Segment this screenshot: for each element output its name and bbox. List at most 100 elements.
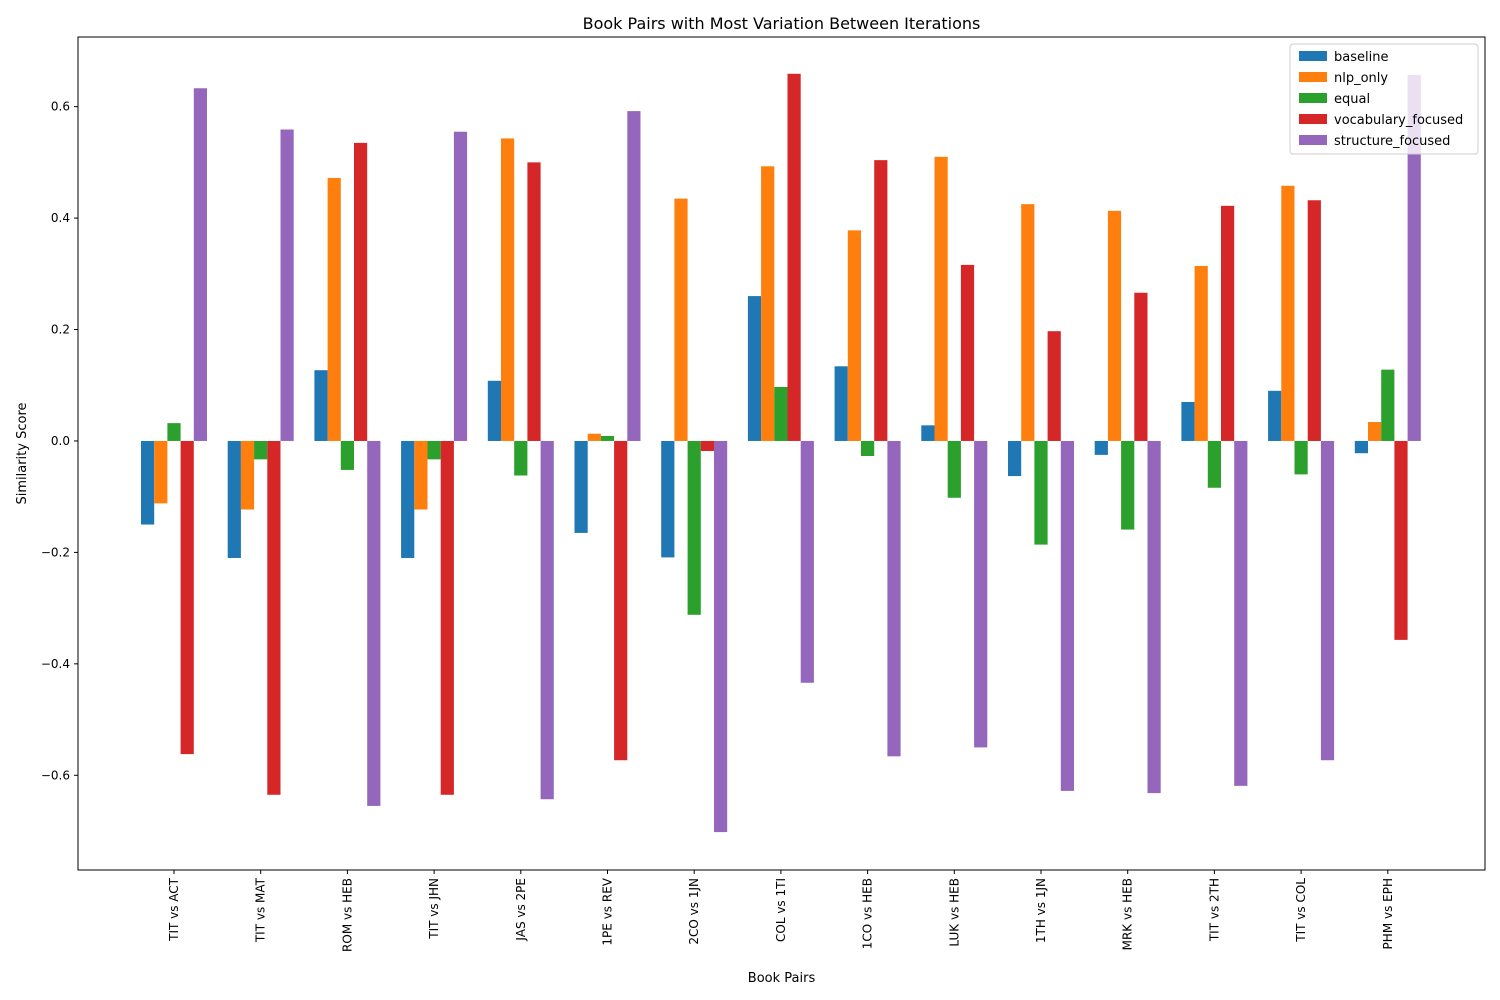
bar-nlp_only-13 (1281, 185, 1295, 441)
y-tick-label: 0.4 (51, 211, 70, 225)
bar-structure_focused-5 (627, 111, 641, 441)
bar-baseline-6 (661, 440, 675, 558)
bar-baseline-2 (314, 370, 328, 441)
x-tick-label: TIT vs ACT (167, 877, 181, 942)
bar-vocabulary_focused-12 (1221, 205, 1235, 441)
bar-vocabulary_focused-5 (614, 440, 628, 761)
bar-structure_focused-2 (367, 440, 381, 806)
bar-baseline-9 (921, 425, 935, 441)
plot-frame (77, 36, 1486, 871)
x-tick-label: ROM vs HEB (340, 878, 354, 952)
legend-frame (1289, 43, 1479, 155)
bar-nlp_only-2 (327, 177, 341, 441)
bar-structure_focused-3 (453, 131, 468, 441)
bar-structure_focused-9 (974, 440, 988, 748)
bar-equal-10 (1034, 440, 1048, 545)
x-tick-label: 1TH vs 1JN (1034, 878, 1048, 943)
bar-nlp_only-0 (154, 440, 168, 504)
bar-vocabulary_focused-2 (354, 142, 368, 441)
bar-nlp_only-8 (847, 230, 861, 441)
legend-label-baseline: baseline (1334, 50, 1388, 65)
bar-baseline-12 (1181, 401, 1195, 441)
bar-baseline-1 (227, 440, 241, 558)
x-tick-label: 1PE vs REV (601, 877, 615, 945)
bar-baseline-0 (141, 440, 155, 525)
bar-equal-0 (167, 423, 181, 441)
legend-swatch-vocabulary_focused (1299, 114, 1327, 124)
bar-nlp_only-1 (240, 440, 255, 510)
bar-baseline-5 (574, 440, 588, 533)
x-tick-label: 2CO vs 1JN (687, 878, 701, 945)
bar-equal-13 (1294, 440, 1308, 475)
bar-structure_focused-6 (714, 440, 728, 833)
y-tick-label: 0.0 (51, 434, 70, 448)
bar-nlp_only-4 (501, 138, 515, 441)
bar-vocabulary_focused-9 (960, 264, 975, 441)
bar-baseline-10 (1008, 440, 1022, 477)
bar-nlp_only-3 (414, 440, 428, 510)
x-tick-label: 1CO vs HEB (861, 878, 875, 949)
bar-nlp_only-9 (934, 156, 948, 441)
bar-structure_focused-1 (280, 129, 294, 441)
bar-nlp_only-5 (587, 433, 601, 441)
x-axis-label: Book Pairs (748, 971, 816, 986)
bar-equal-7 (774, 386, 788, 441)
bar-vocabulary_focused-0 (180, 440, 194, 755)
bar-nlp_only-14 (1368, 422, 1382, 441)
bar-vocabulary_focused-11 (1134, 292, 1148, 441)
bar-structure_focused-0 (193, 88, 207, 441)
x-tick-label: JAS vs 2PE (514, 878, 528, 942)
bar-equal-14 (1381, 369, 1395, 441)
legend-label-nlp_only: nlp_only (1334, 71, 1388, 86)
y-axis: −0.6 −0.4 −0.2 0.0 0.2 0.4 0.6 (41, 100, 78, 782)
x-tick-label: LUK vs HEB (947, 878, 961, 947)
y-tick-label: −0.2 (41, 545, 70, 559)
legend-label-equal: equal (1334, 92, 1370, 107)
bar-equal-6 (687, 440, 701, 615)
bar-nlp_only-10 (1021, 204, 1035, 441)
x-axis: TIT vs ACT TIT vs MAT ROM vs HEB TIT vs JHN… (167, 870, 1395, 952)
y-tick-label: −0.6 (41, 768, 70, 782)
legend-swatch-equal (1299, 93, 1327, 103)
bar-equal-12 (1207, 440, 1221, 488)
bar-baseline-3 (401, 440, 415, 558)
bar-vocabulary_focused-3 (440, 440, 454, 795)
y-tick-label: 0.6 (51, 100, 70, 114)
legend-swatch-structure_focused (1299, 135, 1327, 145)
bar-equal-8 (861, 440, 875, 456)
bar-baseline-7 (747, 296, 762, 441)
bar-equal-5 (600, 435, 615, 441)
bar-nlp_only-6 (674, 198, 688, 441)
bar-equal-9 (947, 440, 961, 498)
bar-vocabulary_focused-10 (1047, 331, 1061, 441)
x-tick-label: COL vs 1TI (774, 878, 788, 942)
bar-baseline-4 (487, 380, 501, 441)
y-axis-label: Similarity Score (15, 402, 30, 504)
bar-vocabulary_focused-14 (1394, 440, 1408, 640)
bar-structure_focused-4 (540, 440, 554, 800)
legend-swatch-baseline (1299, 51, 1327, 61)
x-tick-label: PHM vs EPH (1381, 878, 1395, 949)
bar-structure_focused-12 (1234, 440, 1248, 786)
bar-equal-4 (514, 440, 528, 476)
bar-baseline-8 (834, 366, 848, 441)
bar-baseline-13 (1268, 390, 1282, 441)
bar-baseline-11 (1094, 440, 1108, 455)
bar-structure_focused-7 (800, 440, 814, 683)
bar-vocabulary_focused-8 (874, 160, 888, 441)
bar-equal-11 (1121, 440, 1135, 530)
bar-equal-3 (427, 440, 441, 460)
bar-structure_focused-11 (1147, 440, 1161, 794)
bar-equal-2 (340, 440, 354, 470)
bar-vocabulary_focused-4 (527, 162, 541, 441)
x-tick-label: TIT vs JHN (427, 878, 441, 940)
bar-structure_focused-13 (1320, 440, 1335, 761)
bar-nlp_only-7 (761, 166, 775, 441)
bar-equal-1 (254, 440, 268, 460)
y-tick-label: −0.4 (41, 657, 70, 671)
bar-vocabulary_focused-6 (700, 440, 714, 451)
bar-vocabulary_focused-13 (1307, 200, 1321, 441)
legend-label-structure_focused: structure_focused (1334, 134, 1450, 149)
